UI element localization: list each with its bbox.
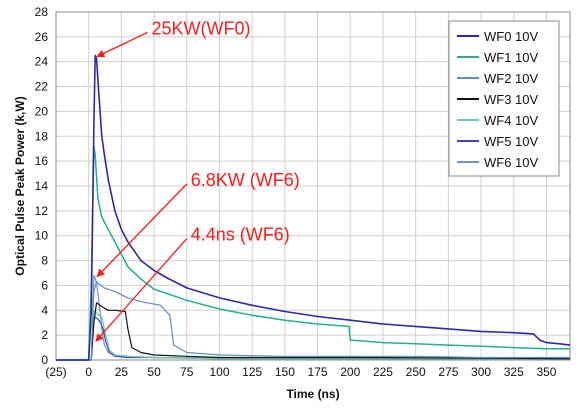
plot-frame bbox=[55, 11, 571, 361]
legend-label: WF6 10V bbox=[484, 155, 539, 170]
y-tick-label: 18 bbox=[35, 129, 49, 143]
y-tick-label: 8 bbox=[41, 254, 48, 268]
y-tick-label: 2 bbox=[41, 328, 48, 342]
y-tick-label: 14 bbox=[35, 179, 49, 193]
y-axis-title: Optical Pulse Peak Power (k,W) bbox=[13, 96, 27, 275]
series-line-wf3 bbox=[56, 302, 571, 361]
y-tick-label: 0 bbox=[41, 353, 48, 367]
annotation-arrow-2 bbox=[95, 238, 188, 342]
y-tick-label: 4 bbox=[41, 303, 48, 317]
y-tick-label: 10 bbox=[35, 229, 49, 243]
y-tick-label: 16 bbox=[35, 154, 49, 168]
x-tick-label: 300 bbox=[471, 365, 491, 379]
y-tick-label: 12 bbox=[35, 204, 49, 218]
legend-label: WF5 10V bbox=[484, 134, 539, 149]
y-tick-label: 6 bbox=[41, 278, 48, 292]
legend-label: WF1 10V bbox=[484, 50, 539, 65]
x-tick-label: 0 bbox=[85, 365, 92, 379]
series-line-wf2 bbox=[56, 281, 570, 361]
x-tick-label: (25) bbox=[45, 365, 66, 379]
x-tick-label: 75 bbox=[180, 365, 194, 379]
x-tick-label: 175 bbox=[308, 365, 328, 379]
y-tick-label: 26 bbox=[35, 30, 49, 44]
legend-label: WF2 10V bbox=[484, 71, 539, 86]
annotation-label-0: 25KW(WF0) bbox=[151, 18, 250, 38]
annotation-arrow-0 bbox=[96, 31, 148, 58]
x-tick-label: 125 bbox=[242, 365, 262, 379]
y-tick-label: 28 bbox=[35, 5, 49, 19]
x-tick-label: 150 bbox=[275, 365, 295, 379]
legend-label: WF3 10V bbox=[484, 92, 539, 107]
y-tick-label: 20 bbox=[35, 104, 49, 118]
legend: WF0 10V WF1 10V WF2 10V WF3 10V WF4 10V WF5 1… bbox=[448, 20, 560, 177]
x-tick-label: 200 bbox=[340, 365, 360, 379]
series-line-wf4 bbox=[56, 309, 570, 361]
annotation-arrow-1 bbox=[96, 183, 188, 278]
y-tick-label: 22 bbox=[35, 80, 49, 94]
series-line-wf5 bbox=[56, 314, 570, 361]
x-tick-label: 350 bbox=[536, 365, 556, 379]
x-tick-label: 250 bbox=[406, 365, 426, 379]
y-tick-label: 24 bbox=[35, 55, 49, 69]
x-tick-label: 225 bbox=[373, 365, 393, 379]
legend-label: WF4 10V bbox=[484, 113, 539, 128]
annotation-label-2: 4.4ns (WF6) bbox=[191, 225, 290, 245]
series-line-wf0 bbox=[56, 54, 571, 361]
x-tick-label: 25 bbox=[115, 365, 129, 379]
legend-label: WF0 10V bbox=[484, 29, 539, 44]
x-tick-label: 325 bbox=[504, 365, 524, 379]
annotation-label-1: 6.8KW (WF6) bbox=[191, 170, 300, 190]
x-tick-label: 100 bbox=[209, 365, 229, 379]
x-axis-title: Time (ns) bbox=[286, 387, 339, 401]
x-tick-label: 50 bbox=[147, 365, 161, 379]
x-tick-label: 275 bbox=[438, 365, 458, 379]
series-line-wf1 bbox=[56, 145, 570, 361]
annotations: 25KW(WF0) 6.8KW (WF6) 4.4ns (WF6) bbox=[95, 18, 300, 342]
series-layer bbox=[56, 54, 571, 361]
